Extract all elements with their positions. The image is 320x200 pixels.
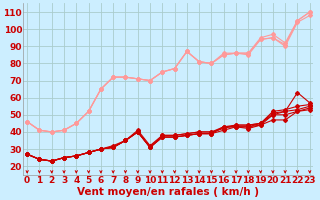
X-axis label: Vent moyen/en rafales ( km/h ): Vent moyen/en rafales ( km/h ) — [77, 187, 260, 197]
